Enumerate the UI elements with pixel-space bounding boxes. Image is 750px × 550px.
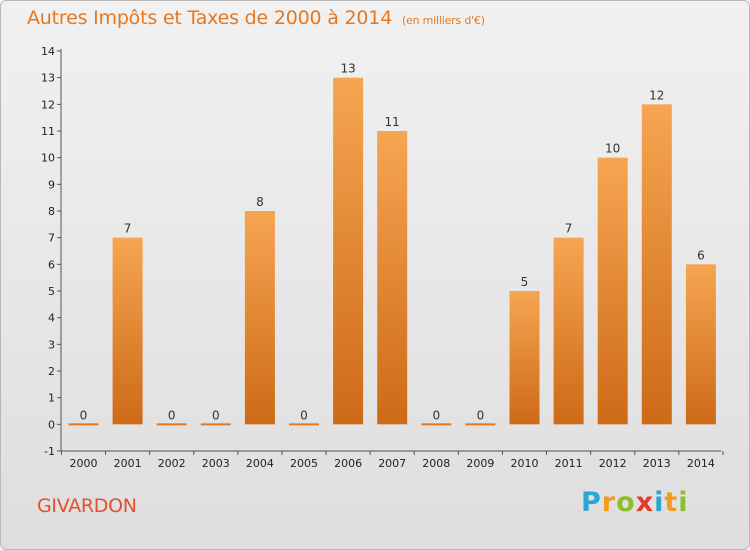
x-tick-label: 2001: [114, 457, 142, 470]
x-tick-label: 2007: [378, 457, 406, 470]
data-label: 12: [649, 88, 664, 102]
chart-title: Autres Impôts et Taxes de 2000 à 2014 (e…: [27, 7, 485, 29]
x-tick-label: 2003: [202, 457, 230, 470]
data-label: 13: [340, 62, 355, 76]
logo-letter: o: [616, 487, 636, 518]
bar: [200, 423, 231, 426]
bar: [156, 423, 187, 426]
y-tick-label: 12: [41, 98, 55, 111]
y-tick-label: 14: [41, 45, 55, 58]
bar: [641, 104, 672, 425]
data-label: 0: [477, 408, 485, 422]
data-label: 0: [300, 408, 308, 422]
y-tick-label: 5: [48, 285, 55, 298]
x-tick-label: 2000: [70, 457, 98, 470]
x-tick-label: 2012: [599, 457, 627, 470]
logo-letter: t: [664, 487, 679, 518]
commune-name: GIVARDON: [37, 495, 137, 517]
y-tick-label: 8: [48, 205, 55, 218]
y-tick-label: 13: [41, 72, 55, 85]
bar: [509, 291, 540, 425]
y-tick-label: 7: [48, 232, 55, 245]
data-label: 0: [212, 408, 220, 422]
y-tick-label: 4: [48, 312, 55, 325]
data-label: 10: [605, 142, 620, 156]
bar: [465, 423, 496, 426]
y-tick-label: -1: [44, 445, 55, 458]
x-tick-label: 2004: [246, 457, 274, 470]
x-tick-label: 2008: [422, 457, 450, 470]
unit-label: (en milliers d'€): [401, 14, 485, 27]
x-tick-label: 2013: [643, 457, 671, 470]
bar: [244, 211, 275, 425]
y-tick-label: 2: [48, 365, 55, 378]
logo-letter: i: [654, 487, 665, 518]
x-tick-label: 2014: [687, 457, 715, 470]
data-label: 7: [565, 222, 573, 236]
data-label: 11: [385, 115, 400, 129]
title-text: Autres Impôts et Taxes de 2000 à 2014: [27, 7, 393, 29]
bar: [333, 77, 364, 425]
bar: [289, 423, 319, 426]
data-label: 0: [80, 408, 88, 422]
data-label: 6: [697, 248, 705, 262]
logo-letter: P: [581, 487, 602, 518]
x-tick-label: 2005: [290, 457, 318, 470]
logo-letter: x: [635, 487, 655, 518]
x-tick-label: 2006: [334, 457, 362, 470]
bar: [377, 131, 408, 425]
data-label: 5: [521, 275, 529, 289]
x-tick-label: 2010: [511, 457, 539, 470]
y-tick-label: 11: [41, 125, 55, 138]
logo-letter: i: [678, 487, 689, 518]
y-tick-label: 3: [48, 338, 55, 351]
y-tick-label: 9: [48, 178, 55, 191]
data-label: 0: [168, 408, 176, 422]
bar: [597, 157, 628, 425]
bar: [685, 264, 716, 425]
data-label: 0: [432, 408, 440, 422]
y-tick-label: 0: [48, 418, 55, 431]
proxiti-logo: Proxiti: [581, 487, 689, 518]
bar: [68, 423, 99, 426]
logo-letter: r: [601, 487, 617, 518]
data-label: 8: [256, 195, 264, 209]
x-tick-label: 2011: [555, 457, 583, 470]
bar: [421, 423, 452, 426]
data-label: 7: [124, 222, 132, 236]
y-tick-label: 10: [41, 152, 55, 165]
bar: [553, 237, 584, 425]
bar: [112, 237, 143, 425]
x-tick-label: 2002: [158, 457, 186, 470]
y-tick-label: 1: [48, 392, 55, 405]
x-tick-label: 2009: [466, 457, 494, 470]
y-tick-label: 6: [48, 258, 55, 271]
